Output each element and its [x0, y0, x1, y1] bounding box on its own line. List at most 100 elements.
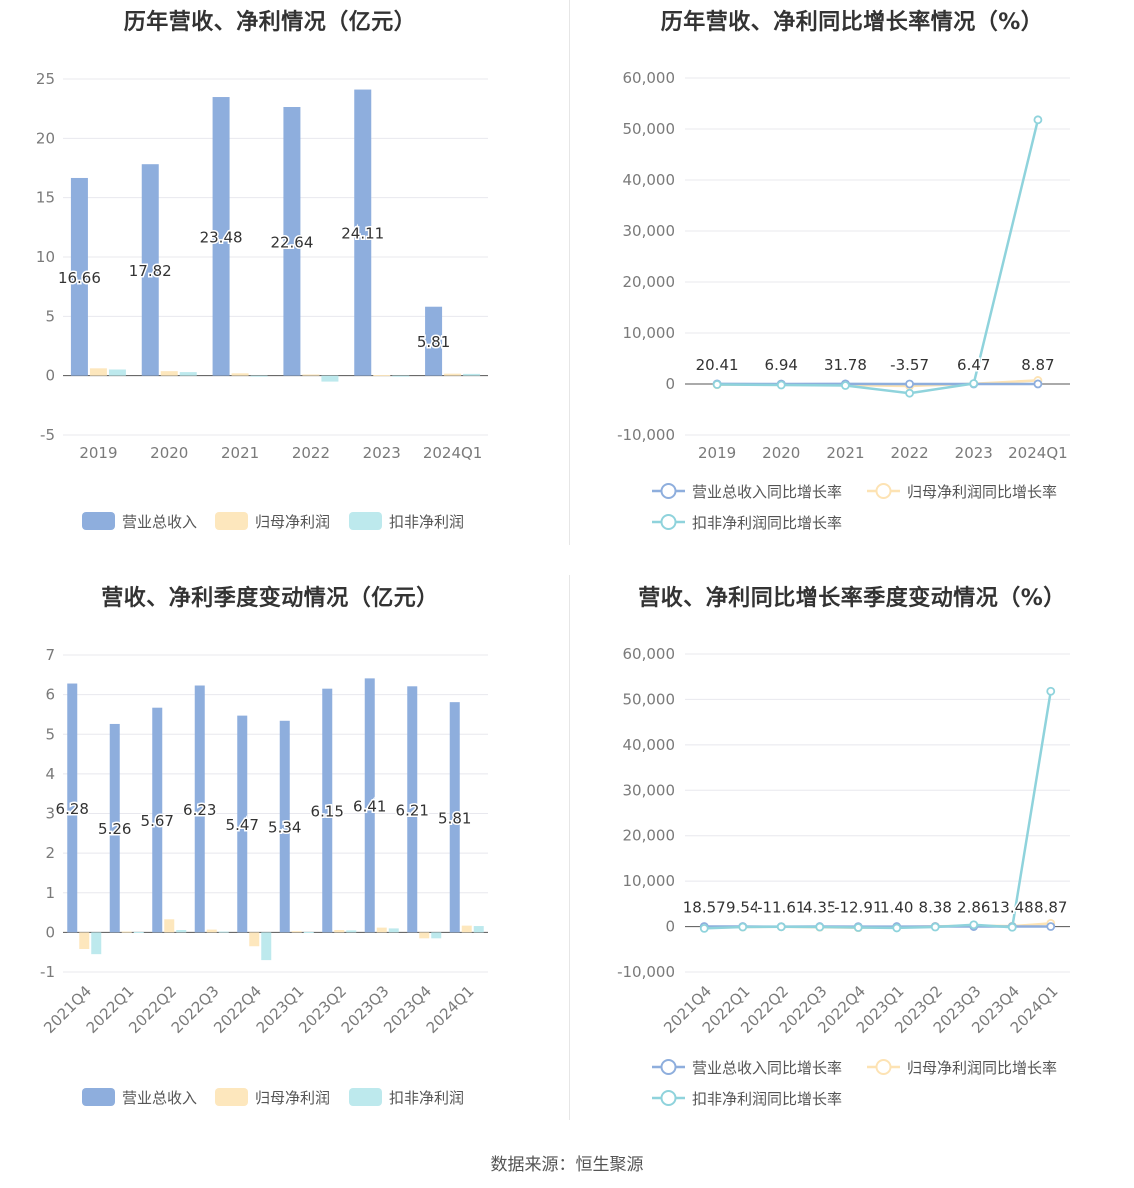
x-tick-label: 2019	[698, 444, 736, 462]
x-tick-label: 2023	[955, 444, 993, 462]
panel-title: 营收、净利同比增长率季度变动情况（%）	[638, 586, 1066, 611]
quarterly-growth-rate-chart: -10,000 0 10,000 20,000 30,000 40,000 50,000 60…	[617, 645, 1070, 1108]
bar-revenue	[194, 685, 205, 933]
panel-title: 历年营收、净利同比增长率情况（%）	[660, 10, 1044, 35]
legend-swatch	[215, 1088, 248, 1106]
bar-data-label: 24.11	[341, 225, 384, 243]
legend-marker	[660, 1059, 677, 1075]
bar-revenue	[425, 306, 443, 376]
legend-label: 扣非净利润同比增长率	[692, 1090, 842, 1108]
y-tick-label: 0	[45, 923, 55, 941]
bar-revenue	[109, 723, 120, 933]
bar-deducted-profit	[346, 930, 357, 933]
bar-data-label: 5.81	[417, 333, 450, 351]
bar-deducted-profit	[431, 932, 442, 939]
bar-deducted-profit	[91, 932, 102, 955]
bar-deducted-profit	[261, 932, 272, 961]
y-tick-label: 1	[45, 884, 55, 902]
data-source-note: 数据来源：恒生聚源	[490, 1155, 644, 1175]
legend-swatch	[82, 512, 115, 530]
line-data-label: 4.35	[803, 899, 836, 917]
bar-data-label: 5.34	[268, 819, 301, 837]
legend-swatch	[349, 512, 382, 530]
y-tick-label: 15	[36, 189, 55, 207]
bar-deducted-profit	[463, 373, 481, 376]
deducted-profit-growth-line	[717, 119, 1040, 395]
x-tick-label: 2019	[79, 444, 117, 462]
y-tick-label: 7	[45, 646, 55, 664]
bar-data-label: 6.28	[56, 800, 89, 818]
legend-label: 扣非净利润同比增长率	[692, 514, 842, 532]
bar-net-profit	[334, 929, 345, 933]
y-tick-label: 20,000	[623, 827, 676, 845]
bar-net-profit	[419, 932, 430, 939]
line-data-label: 1.40	[880, 899, 913, 917]
y-tick-label: 30,000	[623, 781, 676, 799]
x-tick-label: 2020	[762, 444, 800, 462]
bar-revenue	[322, 688, 333, 933]
x-tick-label: 2022	[890, 444, 928, 462]
bar-data-label: 5.26	[98, 820, 131, 838]
x-tick-label: 2023	[363, 444, 401, 462]
legend-swatch	[349, 1088, 382, 1106]
y-tick-label: 20	[36, 129, 55, 147]
y-tick-label: 60,000	[623, 645, 676, 663]
bar-net-profit	[461, 925, 472, 933]
y-tick-label: 5	[45, 725, 55, 743]
y-tick-label: 10,000	[623, 872, 676, 890]
panel-title: 历年营收、净利情况（亿元）	[123, 10, 417, 35]
bar-data-label: 17.82	[129, 262, 172, 280]
y-tick-label: 25	[36, 70, 55, 88]
bar-deducted-profit	[473, 926, 484, 933]
legend-label: 归母净利润同比增长率	[907, 1059, 1057, 1077]
x-tick-label: 2021	[826, 444, 864, 462]
line-data-label: 8.38	[919, 899, 952, 917]
bar-net-profit	[164, 919, 175, 933]
deducted-profit-growth-point	[905, 388, 914, 398]
y-tick-label: 50,000	[623, 690, 676, 708]
y-tick-label: 6	[45, 686, 55, 704]
legend-label: 营业总收入	[122, 513, 197, 531]
bar-net-profit	[231, 373, 249, 376]
deducted-profit-growth-point	[776, 922, 786, 932]
bar-deducted-profit	[303, 931, 314, 933]
bar-net-profit	[79, 932, 90, 950]
annual-revenue-profit-chart: -5 0 5 10 15 20 25 16.66 2019 17.82 2020 23.48 2021 2…	[36, 70, 488, 531]
line-data-label: 6.94	[765, 356, 798, 374]
y-tick-label: -1	[40, 963, 55, 981]
line-data-label: -12.91	[834, 899, 882, 917]
bar-data-label: 6.21	[396, 801, 429, 819]
y-tick-label: 30,000	[623, 222, 676, 240]
bar-net-profit	[206, 929, 217, 933]
deducted-profit-growth-point	[699, 923, 709, 933]
bar-deducted-profit	[176, 929, 187, 933]
legend-marker	[660, 483, 677, 499]
legend-swatch	[215, 512, 248, 530]
bar-revenue	[67, 683, 78, 933]
annual-revenue-profit-panel: 历年营收、净利情况（亿元） -5 0 5 10 15 20 25 16.66 2019 17.82…	[0, 0, 568, 560]
revenue-growth-point	[905, 379, 914, 389]
x-tick-label: 2024Q1	[1008, 444, 1068, 462]
legend-label: 归母净利润	[255, 1089, 330, 1107]
bar-revenue	[152, 707, 163, 933]
bar-revenue	[237, 715, 248, 933]
x-tick-label: 2024Q1	[423, 444, 483, 462]
y-tick-label: -5	[40, 426, 55, 444]
bar-net-profit	[249, 932, 260, 947]
line-data-label: 18.57	[683, 899, 726, 917]
legend-label: 扣非净利润	[389, 513, 464, 531]
line-data-label: 6.47	[957, 356, 990, 374]
y-tick-label: 10	[36, 248, 55, 266]
deducted-profit-growth-point	[815, 922, 825, 932]
bar-data-label: 22.64	[270, 233, 313, 251]
deducted-profit-growth-line	[704, 691, 1052, 930]
y-tick-label: 5	[45, 307, 55, 325]
legend-marker	[660, 514, 677, 530]
x-tick-label: 2022	[292, 444, 330, 462]
bar-revenue	[141, 164, 159, 376]
y-tick-label: 2	[45, 844, 55, 862]
line-data-label: 2.86	[957, 899, 990, 917]
bar-revenue	[354, 89, 372, 376]
quarterly-revenue-profit-chart: -1012345676.282021Q45.262022Q15.672022Q2…	[40, 646, 488, 1107]
line-data-label: -11.61	[757, 899, 805, 917]
